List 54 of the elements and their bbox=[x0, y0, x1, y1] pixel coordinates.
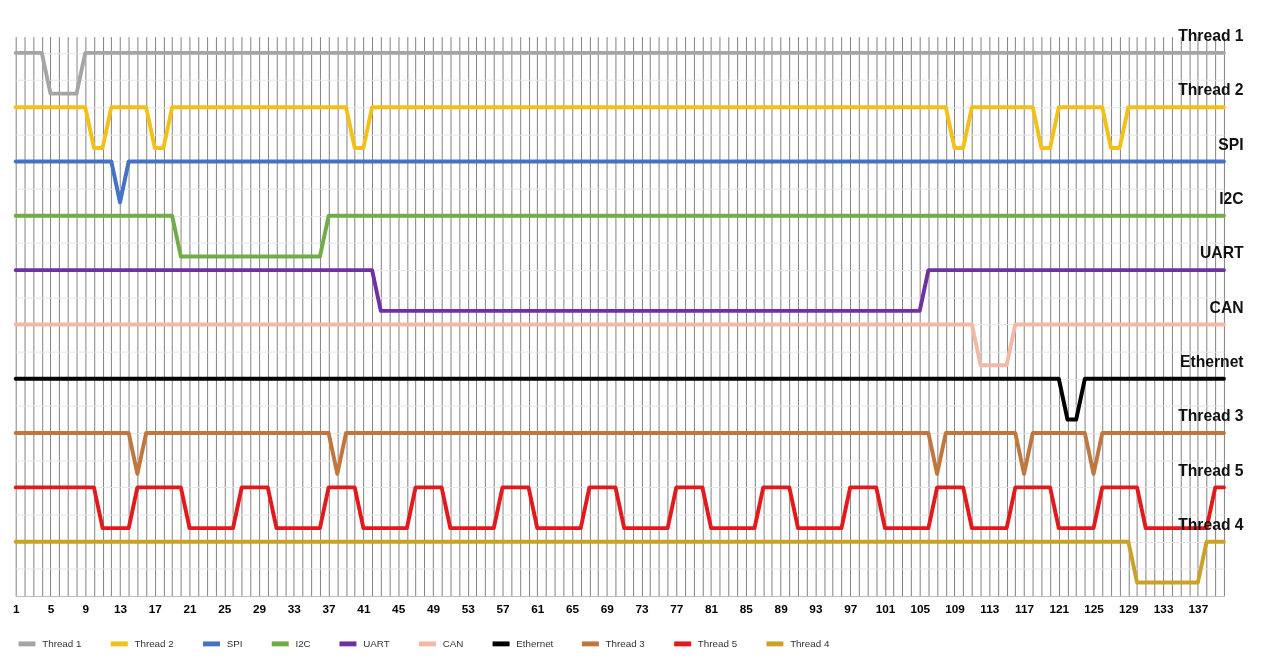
x-tick-label: 53 bbox=[461, 602, 476, 616]
text: Thread 2 bbox=[1178, 81, 1244, 99]
x-tick-label: 33 bbox=[287, 602, 302, 616]
text: CAN bbox=[1209, 298, 1244, 316]
x-tick-label: 1 bbox=[12, 602, 20, 616]
x-tick-label: 61 bbox=[531, 602, 545, 616]
text: UART bbox=[1200, 244, 1244, 262]
x-tick-label: 85 bbox=[739, 602, 754, 616]
x-tick-label: 129 bbox=[1119, 602, 1140, 616]
x-tick-label: 41 bbox=[357, 602, 371, 616]
x-tick-label: 45 bbox=[392, 602, 406, 616]
x-tick-label: 117 bbox=[1015, 602, 1035, 616]
x-tick-label: 133 bbox=[1153, 602, 1174, 616]
x-tick-label: 73 bbox=[635, 602, 650, 616]
x-tick-label: 93 bbox=[809, 602, 823, 616]
text: Thread 5 bbox=[1178, 461, 1244, 479]
text: I2C bbox=[1219, 190, 1244, 208]
x-tick-label: 101 bbox=[875, 602, 896, 616]
x-tick-label: 121 bbox=[1049, 602, 1070, 616]
legend-label: Thread 1 bbox=[42, 637, 82, 649]
x-tick-label: 21 bbox=[183, 602, 198, 616]
x-tick-label: 49 bbox=[426, 602, 441, 616]
x-tick-label: 97 bbox=[844, 602, 858, 616]
x-tick-label: 25 bbox=[218, 602, 232, 616]
legend-label: Ethernet bbox=[516, 637, 554, 649]
x-tick-label: 109 bbox=[945, 602, 966, 616]
legend-label: I2C bbox=[295, 637, 311, 649]
x-tick-label: 5 bbox=[47, 602, 55, 616]
x-tick-label: 81 bbox=[705, 602, 719, 616]
x-tick-label: 137 bbox=[1188, 602, 1209, 616]
legend-label: Thread 5 bbox=[697, 637, 738, 649]
x-tick-label: 105 bbox=[910, 602, 931, 616]
x-tick-label: 77 bbox=[670, 602, 684, 616]
text: Thread 1 bbox=[1178, 27, 1244, 45]
x-tick-label: 113 bbox=[980, 602, 1000, 616]
x-tick-label: 13 bbox=[113, 602, 128, 616]
x-tick-label: 9 bbox=[82, 602, 90, 616]
x-tick-label: 69 bbox=[600, 602, 615, 616]
legend-label: Thread 2 bbox=[134, 637, 174, 649]
text: SPI bbox=[1218, 135, 1244, 153]
x-tick-label: 17 bbox=[148, 602, 163, 616]
x-tick-label: 89 bbox=[774, 602, 789, 616]
legend-label: Thread 4 bbox=[790, 637, 830, 649]
legend-label: UART bbox=[363, 637, 390, 649]
x-tick-label: 29 bbox=[253, 602, 267, 616]
legend-label: SPI bbox=[226, 637, 243, 649]
x-tick-label: 37 bbox=[322, 602, 337, 616]
x-tick-label: 57 bbox=[496, 602, 510, 616]
legend-label: Thread 3 bbox=[605, 637, 646, 649]
x-tick-label: 125 bbox=[1084, 602, 1105, 616]
legend-label: CAN bbox=[442, 637, 464, 649]
text: Ethernet bbox=[1179, 352, 1244, 370]
x-tick-label: 65 bbox=[565, 602, 580, 616]
text: Thread 3 bbox=[1178, 407, 1244, 425]
